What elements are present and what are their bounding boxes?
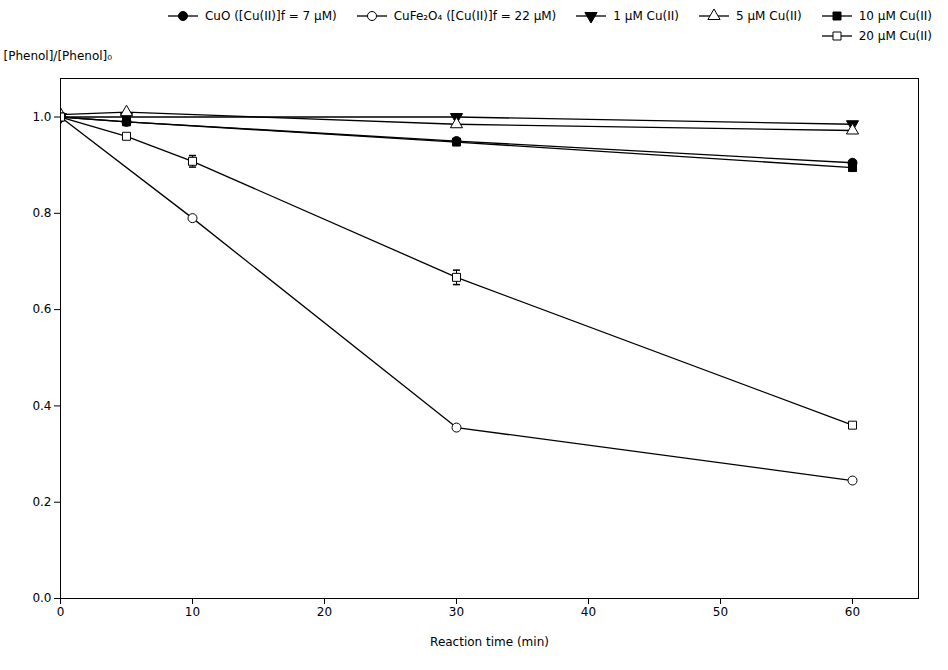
- html-text:CuFe₂O₄ ([Cu(II)]f = 22 μM): CuFe₂O₄ ([Cu(II)]f = 22 μM): [393, 9, 557, 23]
- svg-text:30: 30: [449, 605, 464, 619]
- html-text:20 μM Cu(II): 20 μM Cu(II): [858, 29, 932, 43]
- svg-text:10: 10: [185, 605, 200, 619]
- svg-text:[Phenol]/[Phenol]₀: [Phenol]/[Phenol]₀: [4, 49, 113, 63]
- svg-text:40: 40: [581, 605, 596, 619]
- svg-text:0.2: 0.2: [32, 495, 51, 509]
- svg-text:0: 0: [57, 605, 65, 619]
- html-text:CuO ([Cu(II)]f = 7 μM): CuO ([Cu(II)]f = 7 μM): [204, 9, 337, 23]
- svg-text:0.4: 0.4: [32, 399, 51, 413]
- html-text:1 μM Cu(II): 1 μM Cu(II): [613, 9, 679, 23]
- html-text:10 μM Cu(II): 10 μM Cu(II): [858, 9, 932, 23]
- html-text:5 μM Cu(II): 5 μM Cu(II): [736, 9, 802, 23]
- svg-text:20: 20: [317, 605, 332, 619]
- svg-text:1.0: 1.0: [32, 110, 51, 124]
- svg-text:Reaction time (min): Reaction time (min): [430, 635, 549, 649]
- svg-text:0.6: 0.6: [32, 302, 51, 316]
- svg-text:60: 60: [845, 605, 860, 619]
- svg-text:0.0: 0.0: [32, 591, 51, 605]
- svg-text:50: 50: [713, 605, 728, 619]
- svg-text:0.8: 0.8: [32, 206, 51, 220]
